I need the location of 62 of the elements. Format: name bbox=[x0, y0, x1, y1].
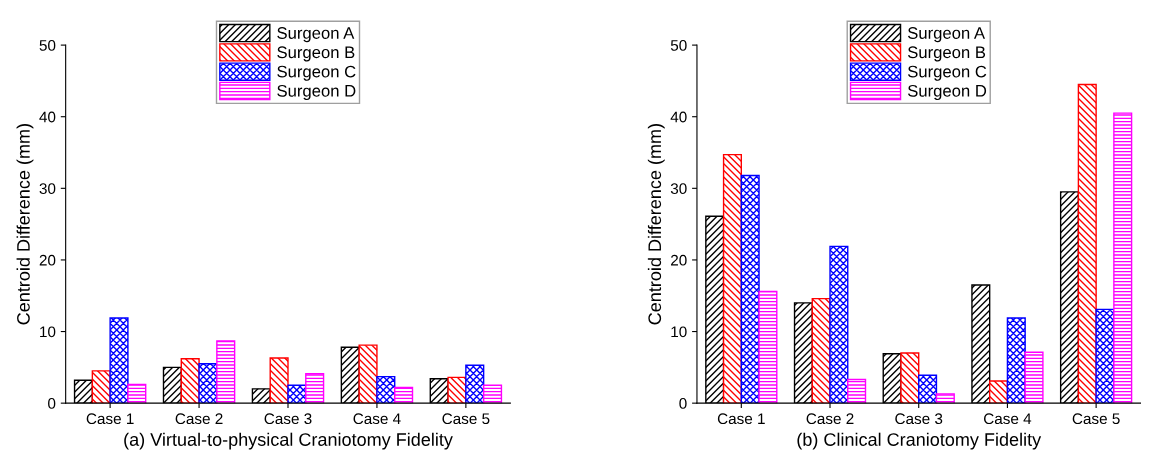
x-axis-title: (a) Virtual-to-physical Craniotomy Fidelity bbox=[124, 432, 453, 450]
y-tick-label: 20 bbox=[39, 254, 56, 266]
legend-label: Surgeon B bbox=[907, 46, 986, 62]
bar bbox=[722, 153, 743, 404]
x-axis-title: (b) Clinical Craniotomy Fidelity bbox=[797, 432, 1042, 450]
y-tick-label: 50 bbox=[39, 39, 56, 51]
legend-label: Surgeon A bbox=[907, 27, 986, 43]
bar bbox=[180, 358, 200, 404]
y-tick-label: 10 bbox=[671, 326, 687, 338]
bar bbox=[198, 363, 218, 404]
legend-label: Surgeon D bbox=[907, 84, 987, 101]
x-tick-label: Case 4 bbox=[984, 413, 1032, 425]
bar bbox=[358, 344, 378, 404]
bar bbox=[109, 317, 129, 404]
y-tick-label: 50 bbox=[670, 39, 687, 51]
bar bbox=[1024, 351, 1044, 404]
y-tick-label: 0 bbox=[48, 398, 56, 409]
legend-label: Surgeon C bbox=[277, 65, 356, 81]
bar bbox=[935, 393, 955, 404]
bar bbox=[394, 386, 414, 404]
bar bbox=[847, 378, 867, 404]
y-axis-title: Centroid Difference (mm) bbox=[647, 124, 665, 325]
x-tick-label: Case 2 bbox=[175, 413, 223, 425]
bar bbox=[1113, 112, 1133, 404]
bar bbox=[305, 373, 325, 404]
x-tick-label: Case 1 bbox=[86, 413, 134, 425]
y-tick-label: 0 bbox=[679, 398, 687, 409]
x-tick-label: Case 3 bbox=[895, 413, 943, 425]
bar bbox=[1095, 308, 1115, 404]
y-tick-label: 40 bbox=[670, 111, 687, 123]
bar bbox=[758, 290, 778, 404]
bar bbox=[829, 245, 849, 404]
x-tick-label: Case 5 bbox=[1072, 413, 1120, 425]
bar bbox=[216, 340, 236, 404]
y-tick-label: 30 bbox=[39, 183, 56, 195]
legend-label: Surgeon B bbox=[277, 46, 355, 62]
bar bbox=[740, 174, 760, 404]
x-tick-label: Case 2 bbox=[806, 413, 854, 425]
bar bbox=[127, 383, 147, 404]
x-tick-label: Case 4 bbox=[353, 413, 401, 425]
bar bbox=[988, 380, 1009, 404]
bar bbox=[1006, 317, 1026, 404]
y-axis-title: Centroid Difference (mm) bbox=[16, 124, 34, 325]
y-tick-label: 30 bbox=[670, 183, 687, 195]
x-tick-label: Case 5 bbox=[442, 413, 490, 425]
y-tick-label: 40 bbox=[39, 111, 56, 123]
legend-label: Surgeon A bbox=[277, 27, 355, 43]
y-tick-label: 10 bbox=[40, 326, 56, 338]
bar bbox=[465, 364, 485, 404]
bar bbox=[1077, 83, 1097, 404]
x-tick-label: Case 1 bbox=[717, 413, 765, 425]
bar bbox=[900, 352, 920, 404]
x-tick-label: Case 3 bbox=[264, 413, 312, 425]
bar bbox=[269, 357, 289, 404]
bar bbox=[482, 384, 503, 404]
legend-label: Surgeon C bbox=[907, 65, 987, 81]
legend-label: Surgeon D bbox=[277, 84, 356, 101]
bar bbox=[918, 374, 938, 404]
y-tick-label: 20 bbox=[671, 254, 687, 266]
bar bbox=[376, 375, 396, 404]
bar bbox=[287, 384, 307, 404]
bar bbox=[447, 376, 467, 404]
